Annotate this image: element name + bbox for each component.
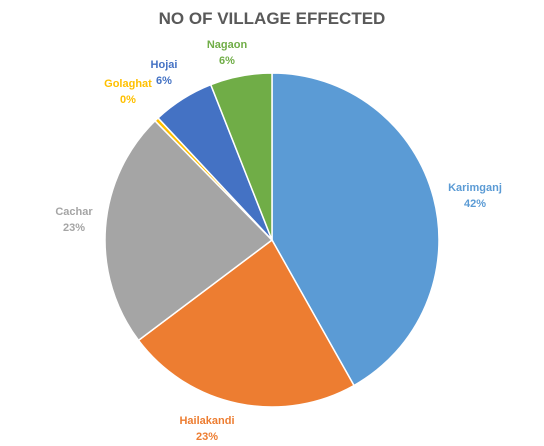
pie-labels: Karimganj 42% Hailakandi 23% Cachar 23% Golagh…: [55, 39, 502, 443]
slice-label-hailakandi: Hailakandi: [179, 415, 234, 427]
slice-label-golaghat: Golaghat: [104, 78, 152, 90]
pie-slices: [104, 72, 440, 408]
slice-percent-hailakandi: 23%: [196, 431, 218, 443]
slice-percent-cachar: 23%: [63, 222, 85, 234]
pie-slice-hailakandi: [137, 238, 356, 408]
slice-percent-nagaon: 6%: [219, 55, 235, 67]
slice-label-cachar: Cachar: [55, 206, 93, 218]
slice-percent-golaghat: 0%: [120, 94, 136, 106]
chart-title: NO OF VILLAGE EFFECTED: [159, 9, 386, 28]
slice-label-nagaon: Nagaon: [207, 39, 248, 51]
pie-slice-nagaon: [209, 72, 273, 241]
slice-label-hojai: Hojai: [151, 59, 178, 71]
pie-slice-karimganj: [271, 72, 440, 387]
slice-percent-hojai: 6%: [156, 75, 172, 87]
pie-slice-cachar: [104, 119, 274, 342]
slice-label-karimganj: Karimganj: [448, 182, 502, 194]
slice-percent-karimganj: 42%: [464, 198, 486, 210]
